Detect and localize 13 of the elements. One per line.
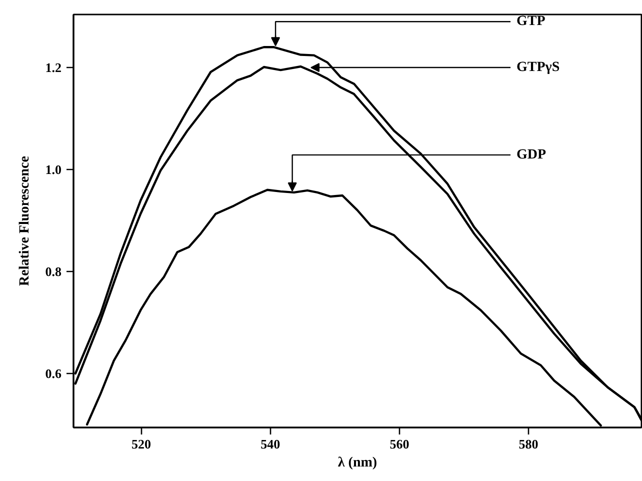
annotation: GTPγS [516,60,560,76]
x-tick-label: 540 [260,436,280,452]
y-axis-title: Relative Fluorescence [17,156,32,286]
y-tick-label: 0.8 [45,264,62,279]
x-tick-label: 560 [390,436,410,452]
x-tick-label: 520 [132,436,152,452]
x-axis-title: λ (nm) [338,456,378,470]
annotation: GTP [516,14,546,30]
annotation: GDP [516,147,546,162]
y-tick-label: 0.6 [45,366,62,381]
x-tick-label: 580 [518,436,538,452]
y-tick-label: 1.2 [45,60,62,76]
y-tick-label: 1.0 [45,162,62,177]
